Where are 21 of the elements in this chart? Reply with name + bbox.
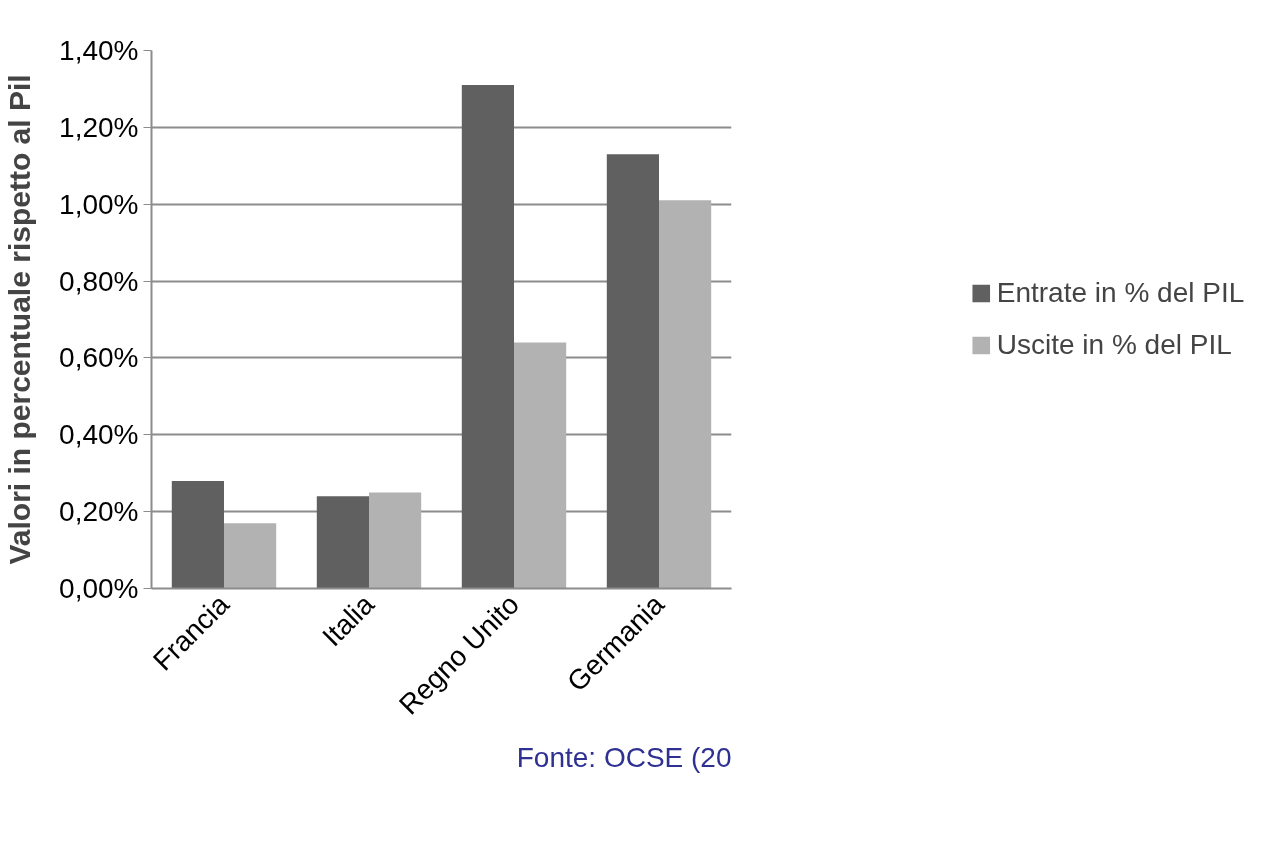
y-tick-label: 0,20% (59, 496, 139, 528)
y-tick-label: 1,20% (59, 111, 139, 143)
y-axis-title: Valori in percentuale rispetto al Pil (3, 74, 37, 565)
legend-label: Entrate in % del PIL (996, 277, 1245, 309)
bar (461, 85, 514, 589)
bar (224, 523, 277, 589)
bar (369, 492, 422, 589)
bar (171, 480, 224, 589)
x-tick-label: Italia (316, 588, 381, 653)
legend-label: Uscite in % del PIL (996, 329, 1232, 361)
source-note: Fonte: OCSE (20 (516, 741, 732, 773)
bar (659, 200, 712, 589)
bar (606, 154, 659, 589)
bar (316, 496, 369, 589)
y-tick-label: 0,60% (59, 342, 139, 374)
y-tick-label: 0,80% (59, 265, 139, 297)
y-tick-label: 0,40% (59, 419, 139, 451)
bar (514, 342, 567, 589)
y-tick-label: 0,00% (59, 573, 139, 604)
y-tick-label: 1,40% (59, 35, 139, 66)
y-tick-label: 1,00% (59, 188, 139, 220)
